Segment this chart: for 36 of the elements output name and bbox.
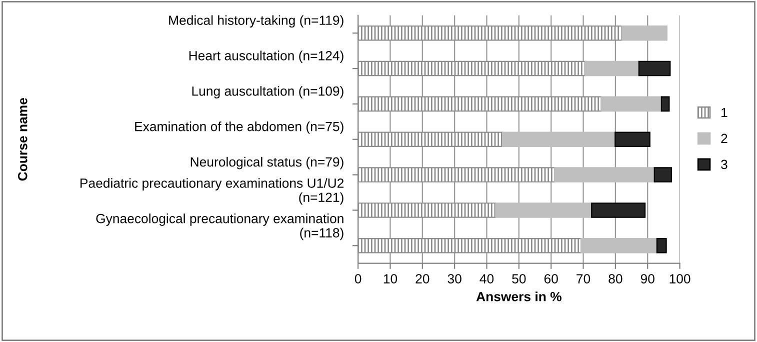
bar (654, 167, 672, 182)
bar (554, 167, 655, 182)
x-tick-label: 60 (544, 274, 558, 284)
x-tick-label: 40 (480, 274, 494, 284)
legend-label: 3 (721, 160, 728, 170)
x-tick-label: 0 (354, 274, 362, 284)
bar (580, 238, 658, 254)
x-tick-label: 100 (670, 274, 690, 284)
bar (502, 132, 616, 148)
bar (591, 202, 646, 218)
y-tick-label: Paediatric precautionary examinations U1/U2 (n=121) (80, 178, 344, 205)
y-tick-label: Heart auscultation (n=124) (189, 50, 344, 63)
x-tick-label: 50 (512, 274, 526, 284)
y-tick-label: Examination of the abdomen (n=75) (135, 122, 344, 134)
y-tick-label: Gynaecological precautionary examination (n=118) (96, 214, 344, 240)
bar (660, 96, 670, 112)
x-tick-label: 70 (576, 274, 590, 284)
x-tick-label: 10 (384, 274, 398, 284)
x-tick-label: 90 (640, 274, 654, 284)
x-tick-label: 20 (416, 274, 430, 284)
legend-label: 2 (721, 134, 728, 144)
bar (600, 96, 662, 112)
y-axis-title: Course name (18, 98, 28, 181)
x-axis-title: Answers in % (476, 292, 562, 302)
bar (656, 238, 667, 254)
x-tick-label: 80 (608, 274, 622, 284)
y-tick-label: Medical history-taking (n=119) (169, 15, 344, 28)
x-tick-label: 30 (448, 274, 462, 284)
y-tick-label: Lung auscultation (n=109) (192, 86, 344, 98)
bar (638, 60, 671, 76)
bar (614, 132, 650, 148)
y-tick-label: Neurological status (n=79) (190, 156, 344, 170)
bar (621, 25, 668, 41)
legend-label: 1 (722, 108, 728, 118)
bar (495, 202, 592, 218)
bar (584, 60, 640, 76)
